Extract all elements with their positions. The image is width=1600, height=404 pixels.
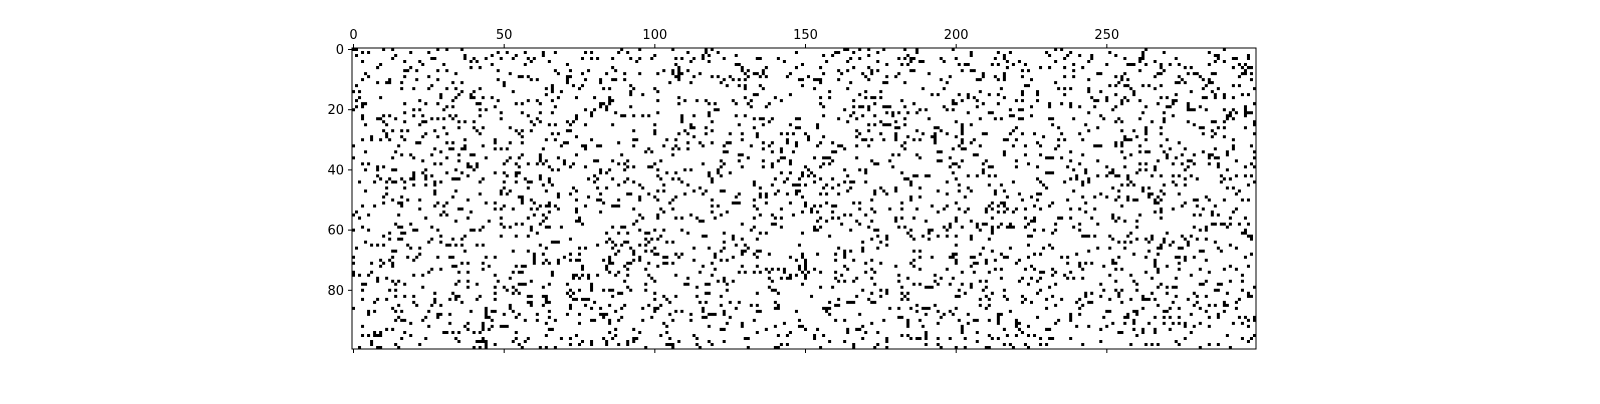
x-tick-label: 200 xyxy=(944,28,969,43)
x-tick-label: 150 xyxy=(793,28,818,43)
x-tick-label: 100 xyxy=(642,28,667,43)
matrix-cells xyxy=(352,48,1257,349)
x-axis-ticks: 0 50 100 150 200 250 xyxy=(349,28,1119,353)
y-tick-label: 60 xyxy=(327,224,344,239)
filled-cells xyxy=(352,48,1257,349)
x-tick-label: 50 xyxy=(496,28,513,43)
x-tick-label: 250 xyxy=(1094,28,1119,43)
y-tick-label: 20 xyxy=(327,103,344,118)
y-axis-ticks: 0 20 40 60 80 xyxy=(327,43,352,299)
x-tick-label: 0 xyxy=(349,28,357,43)
plot-frame xyxy=(351,47,1257,350)
y-tick-label: 40 xyxy=(327,163,344,178)
y-tick-label: 0 xyxy=(336,43,344,58)
y-tick-label: 80 xyxy=(327,284,344,299)
